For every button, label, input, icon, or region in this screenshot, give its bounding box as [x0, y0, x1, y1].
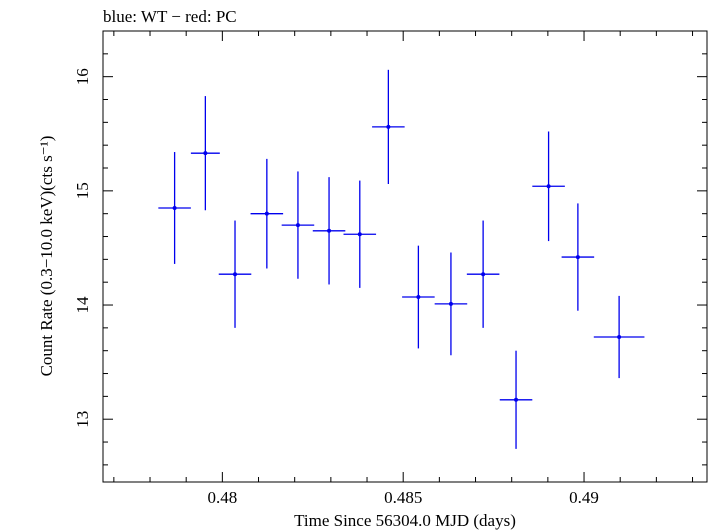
data-marker: [617, 334, 622, 339]
data-marker: [514, 397, 519, 402]
data-marker: [416, 295, 421, 300]
chart-title: blue: WT − red: PC: [103, 7, 237, 26]
x-tick-label: 0.49: [569, 488, 599, 507]
data-point: [312, 177, 346, 285]
data-point: [281, 171, 315, 279]
data-marker: [546, 184, 551, 189]
data-point: [532, 131, 565, 242]
data-point: [466, 220, 500, 328]
data-marker: [386, 124, 391, 129]
data-point: [593, 295, 645, 379]
data-point: [343, 180, 377, 288]
data-point: [372, 69, 405, 184]
data-point: [499, 350, 533, 449]
data-point: [434, 252, 468, 356]
data-point: [402, 245, 435, 349]
data-point: [250, 158, 284, 269]
data-marker: [448, 301, 453, 306]
data-point: [190, 96, 220, 211]
data-marker: [575, 255, 580, 260]
data-marker: [264, 211, 269, 216]
data-marks: [158, 69, 645, 449]
y-axis-label: Count Rate (0.3−10.0 keV)(cts s⁻¹): [37, 136, 56, 377]
x-axis-label: Time Since 56304.0 MJD (days): [294, 511, 516, 530]
y-tick-label: 14: [73, 296, 92, 314]
plot-frame: [102, 30, 708, 483]
data-marker: [481, 272, 486, 277]
data-marker: [203, 151, 208, 156]
y-tick-label: 16: [73, 68, 92, 85]
data-marker: [327, 228, 332, 233]
x-tick-label: 0.485: [384, 488, 422, 507]
data-marker: [295, 223, 300, 228]
x-tick-label: 0.48: [207, 488, 237, 507]
data-point: [158, 152, 191, 264]
data-marker: [357, 232, 362, 237]
axis-ticks: 0.48 0.485 0.49 13 14 15 16: [73, 30, 707, 507]
y-tick-label: 15: [73, 182, 92, 199]
data-marker: [172, 205, 177, 210]
data-point: [218, 220, 252, 328]
data-point: [561, 203, 595, 311]
y-tick-label: 13: [73, 411, 92, 428]
data-marker: [233, 272, 238, 277]
